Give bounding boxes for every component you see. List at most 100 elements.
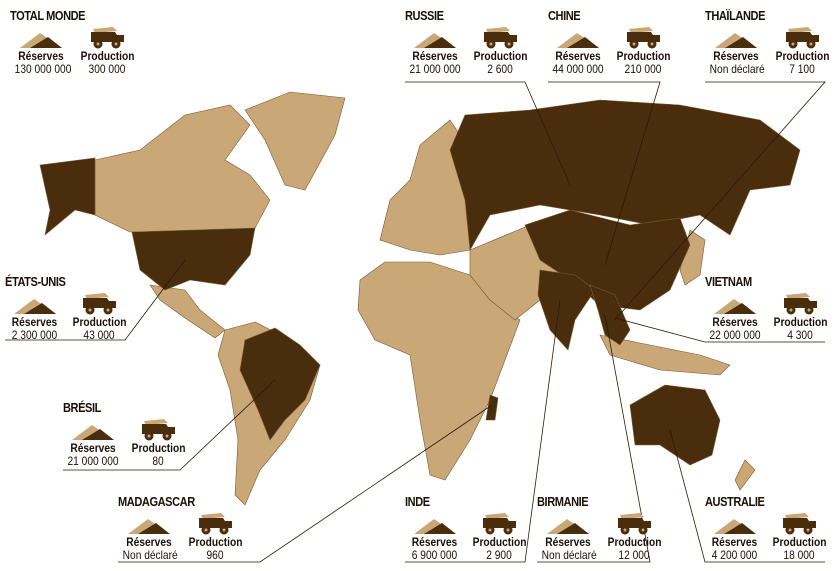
country-alaska [39, 157, 96, 236]
country-name: RUSSIE [405, 8, 444, 23]
reserves-value: Non déclaré [122, 548, 178, 562]
country-block-birmanie: BIRMANIE Réserves Non déclaré Production… [537, 494, 662, 562]
ore-pile-icon [705, 293, 765, 315]
mining-truck-icon [68, 293, 130, 315]
production-value: 80 [152, 454, 164, 468]
production-value: 210 000 [624, 62, 662, 76]
mining-truck-icon [768, 513, 830, 535]
mining-truck-icon [469, 27, 531, 49]
country-block-madagascar: MADAGASCAR Réserves Non déclaré Producti… [118, 494, 243, 562]
reserves-value: 21 000 000 [67, 454, 119, 468]
country-name: BIRMANIE [537, 494, 589, 509]
reserves-label: Réserves [126, 535, 172, 549]
country-name: INDE [405, 494, 430, 509]
ore-pile-icon [63, 419, 123, 441]
reserves-label: Réserves [412, 49, 458, 63]
country-name: ÉTATS-UNIS [5, 274, 66, 289]
production-label: Production [607, 535, 662, 549]
ore-pile-icon [705, 27, 767, 49]
reserves-label: Réserves [70, 441, 116, 455]
reserves-value: 21 000 000 [409, 62, 461, 76]
country-india [537, 269, 596, 351]
country-name: THAÏLANDE [705, 8, 766, 23]
production-label: Production [616, 49, 671, 63]
production-value: 2 900 [486, 548, 512, 562]
ore-pile-icon [705, 513, 764, 535]
country-block-russie: RUSSIE Réserves 21 000 000 Production 2 … [405, 8, 530, 76]
reserves-label: Réserves [18, 49, 64, 63]
production-label: Production [773, 315, 828, 329]
production-label: Production [188, 535, 243, 549]
reserves-value: 2 300 000 [11, 328, 58, 342]
country-brazil [239, 327, 321, 441]
new-zealand [734, 459, 756, 491]
production-value: 300 000 [88, 62, 126, 76]
production-value: 43 000 [83, 328, 115, 342]
production-label: Production [131, 441, 186, 455]
reserves-value: 4 200 000 [711, 548, 758, 562]
country-russia [449, 99, 801, 251]
reserves-value: 6 900 000 [411, 548, 458, 562]
ore-pile-icon [5, 293, 64, 315]
production-label: Production [775, 49, 830, 63]
mexico-central-america [149, 284, 226, 339]
mining-truck-icon [127, 419, 189, 441]
reserves-value: 44 000 000 [552, 62, 604, 76]
ore-pile-icon [537, 513, 599, 535]
country-name: TOTAL MONDE [10, 8, 86, 23]
country-name: MADAGASCAR [118, 494, 195, 509]
ore-pile-icon [10, 27, 72, 49]
ore-pile-icon [548, 27, 608, 49]
reserves-label: Réserves [545, 535, 591, 549]
country-block-vietnam: VIETNAM Réserves 22 000 000 Production 4… [705, 274, 830, 342]
country-name: AUSTRALIE [705, 494, 765, 509]
country-madagascar [485, 394, 499, 421]
country-block-chine: CHINE Réserves 44 000 000 Production 210… [548, 8, 673, 76]
production-label: Production [473, 49, 528, 63]
production-value: 960 [206, 548, 224, 562]
reserves-label: Réserves [713, 49, 759, 63]
leader-lines [5, 81, 826, 563]
ore-pile-icon [405, 27, 465, 49]
production-value: 18 000 [783, 548, 815, 562]
reserves-value: Non déclaré [541, 548, 597, 562]
mining-truck-icon [184, 513, 246, 535]
country-block-australie: AUSTRALIE Réserves 4 200 000 Production … [705, 494, 830, 562]
africa [357, 261, 521, 481]
country-myanmar-thailand-vietnam [589, 284, 631, 346]
production-value: 4 300 [787, 328, 813, 342]
country-block-thailande: THAÏLANDE Réserves Non déclaré Productio… [705, 8, 830, 76]
production-value: 12 000 [618, 548, 650, 562]
reserves-label: Réserves [11, 315, 58, 329]
production-label: Production [72, 315, 127, 329]
country-block-inde: INDE Réserves 6 900 000 Production 2 900 [405, 494, 530, 562]
country-block-bresil: BRÉSIL Réserves 21 000 000 Production 80 [63, 400, 188, 468]
ore-pile-icon [118, 513, 180, 535]
ore-pile-icon [405, 513, 464, 535]
country-name: BRÉSIL [63, 400, 101, 415]
country-australia [629, 384, 721, 466]
reserves-value: 22 000 000 [709, 328, 761, 342]
reserves-label: Réserves [711, 535, 758, 549]
country-block-total: TOTAL MONDE Réserves 130 000 000 Product… [10, 8, 135, 76]
country-usa [131, 227, 256, 291]
reserves-label: Réserves [411, 535, 458, 549]
country-name: VIETNAM [705, 274, 752, 289]
mining-truck-icon [612, 27, 674, 49]
production-value: 7 100 [789, 62, 815, 76]
mining-truck-icon [769, 293, 831, 315]
reserves-label: Réserves [712, 315, 758, 329]
production-label: Production [80, 49, 135, 63]
mining-truck-icon [603, 513, 665, 535]
mining-truck-icon [468, 513, 530, 535]
reserves-value: Non déclaré [709, 62, 765, 76]
reserves-label: Réserves [555, 49, 601, 63]
country-name: CHINE [548, 8, 581, 23]
reserves-value: 130 000 000 [14, 62, 72, 76]
greenland [244, 91, 346, 191]
country-block-etats-unis: ÉTATS-UNIS Réserves 2 300 000 Production… [5, 274, 130, 342]
mining-truck-icon [76, 27, 138, 49]
southeast-asia-islands [599, 334, 731, 376]
